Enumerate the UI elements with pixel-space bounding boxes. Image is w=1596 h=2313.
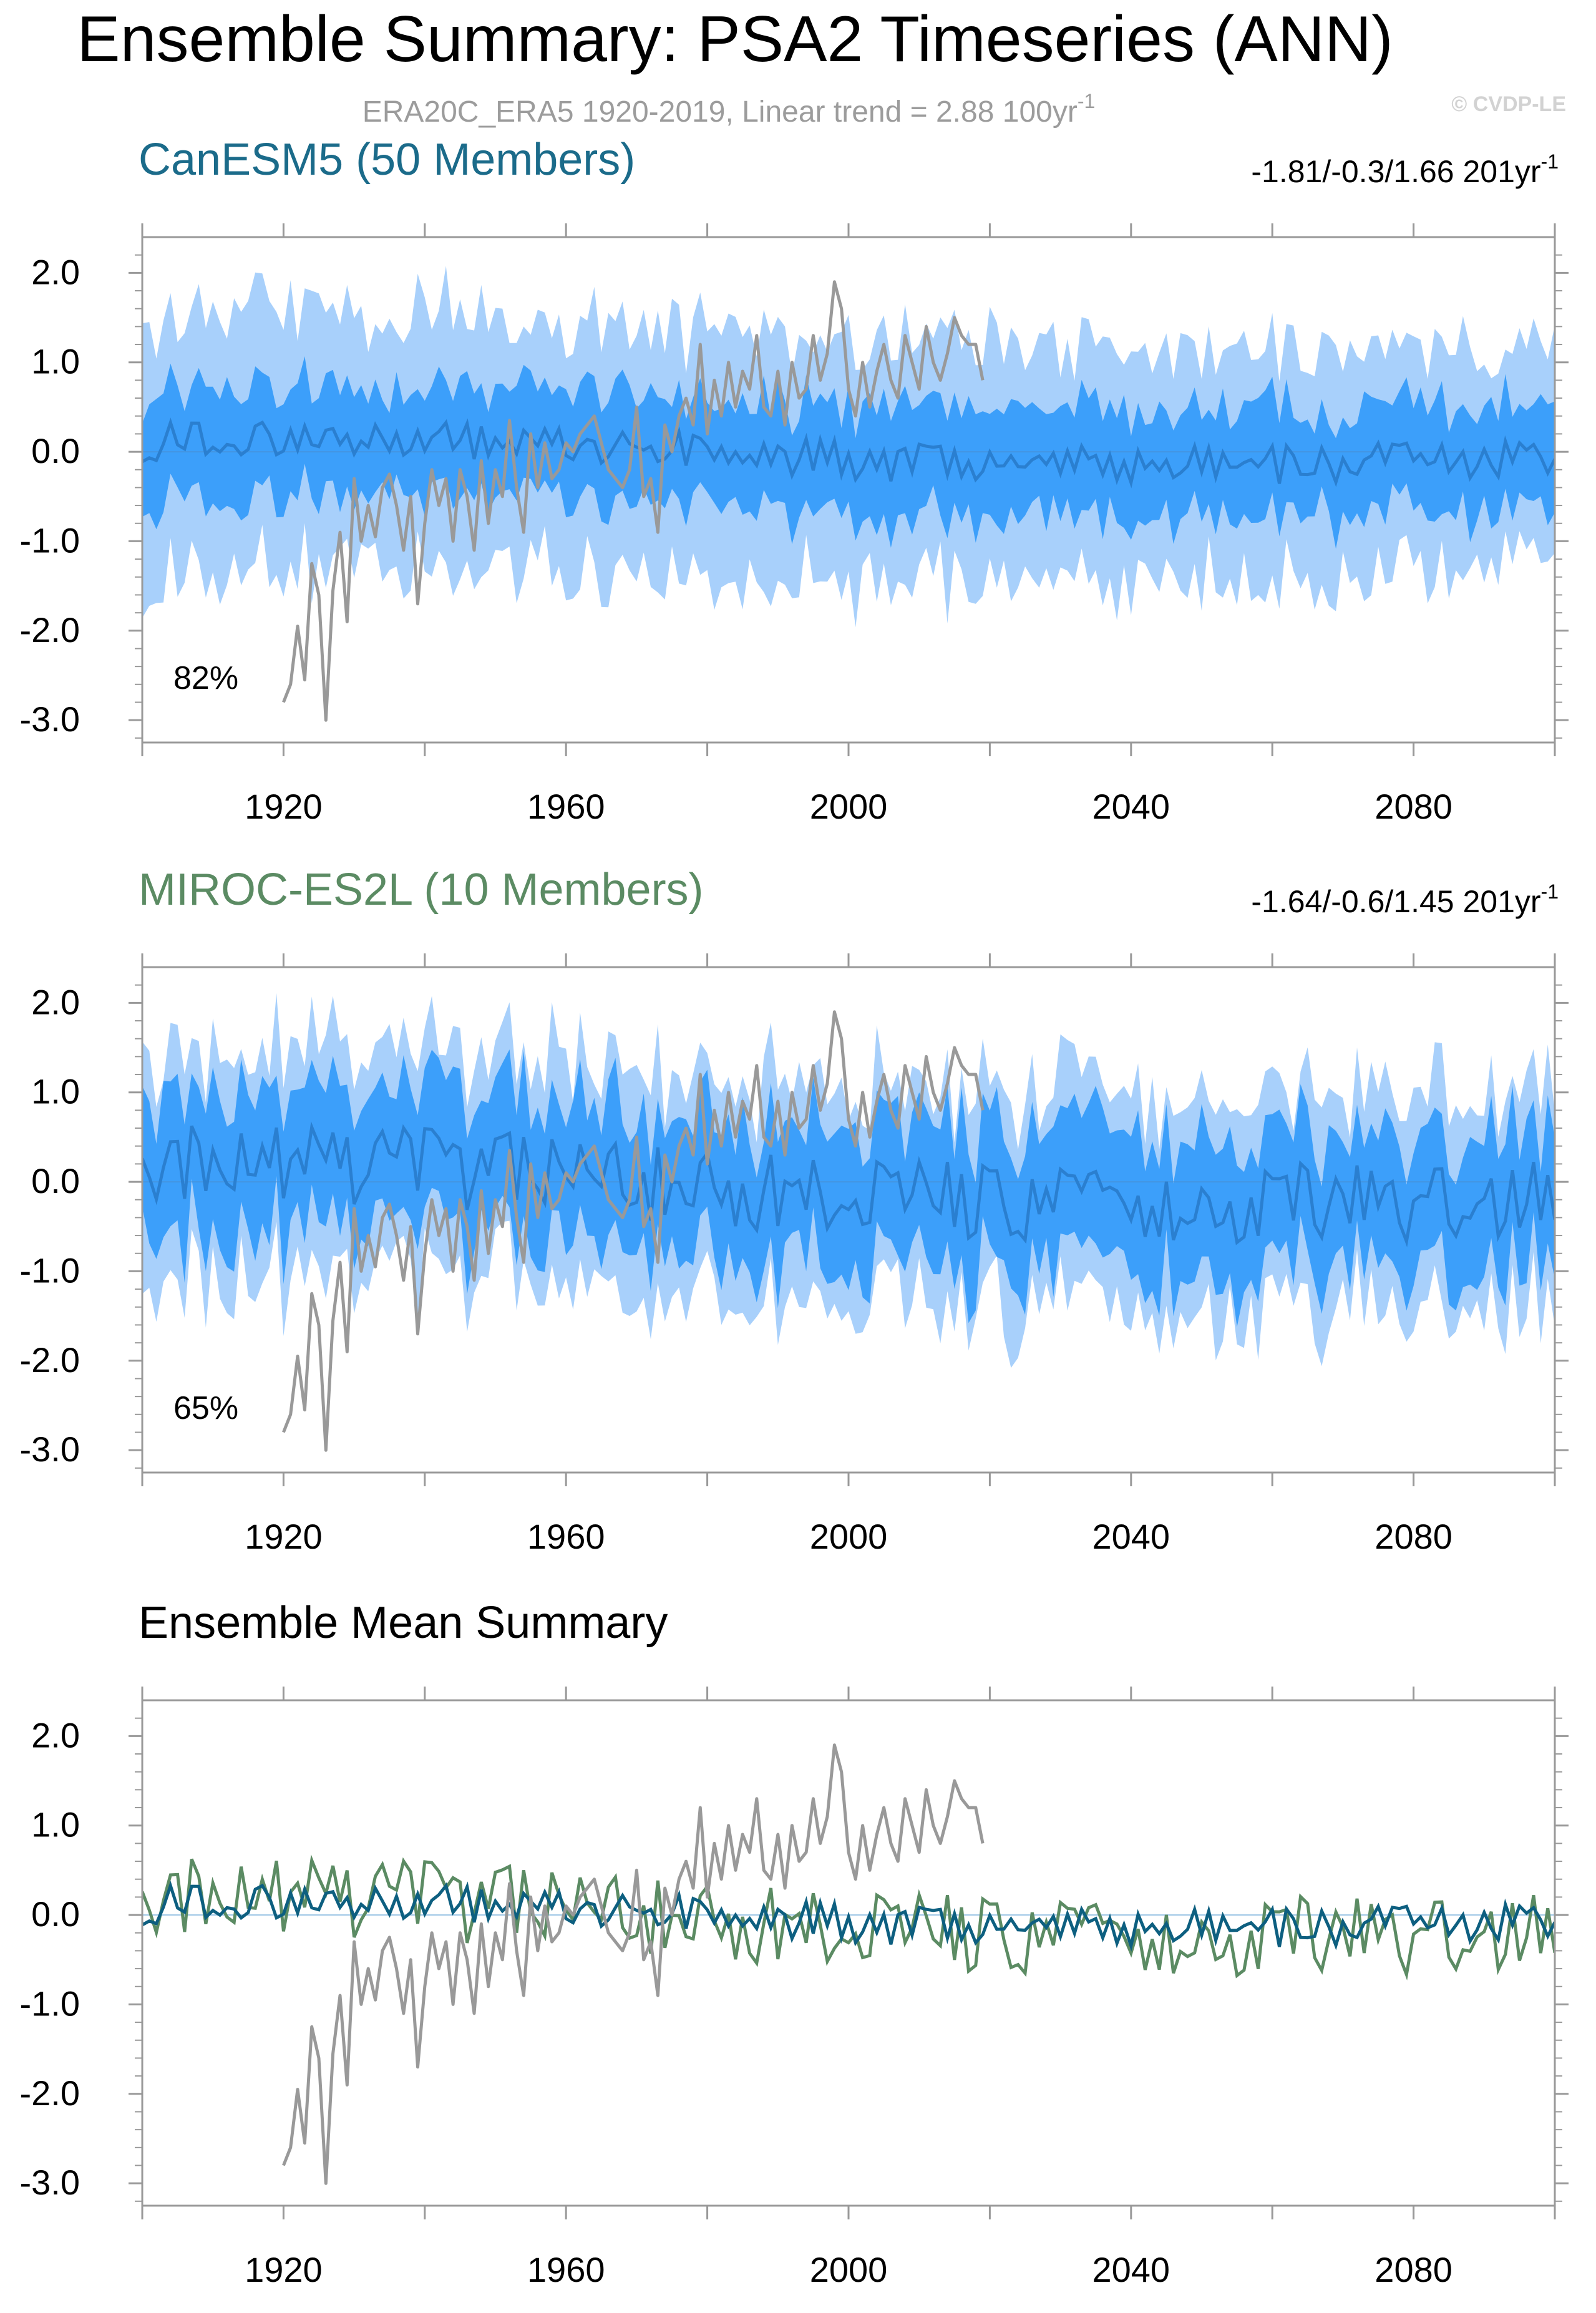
x-tick-label: 2080 [1375, 787, 1452, 826]
figure-title: Ensemble Summary: PSA2 Timeseries (ANN) [77, 3, 1393, 75]
x-tick-label: 2000 [810, 787, 888, 826]
panel-title: Ensemble Mean Summary [139, 1598, 668, 1648]
y-tick-label: 0.0 [31, 1161, 80, 1200]
panel-title: CanESM5 (50 Members) [139, 135, 635, 185]
x-tick-label: 2080 [1375, 1517, 1452, 1556]
ensemble-mean-line [142, 1121, 1555, 1248]
plot-area [142, 993, 1555, 1452]
y-tick-label: -3.0 [20, 2163, 80, 2202]
y-tick-label: 2.0 [31, 252, 80, 291]
panel-ensemble-mean: Ensemble Mean Summary 2.0 1.0 0.0 -1.0 -2.0 -3… [20, 1598, 1569, 2289]
trend-sup: -1 [1541, 880, 1559, 903]
subtitle-sup: -1 [1078, 90, 1095, 112]
x-tick-label: 1960 [527, 1517, 605, 1556]
figure-subtitle: ERA20C_ERA5 1920-2019, Linear trend = 2.… [363, 90, 1096, 129]
trend-label: -1.64/-0.6/1.45 201yr-1 [1251, 880, 1559, 919]
y-tick-label: -2.0 [20, 610, 80, 650]
y-tick-label: -1.0 [20, 1250, 80, 1290]
x-tick-label: 2000 [810, 2250, 888, 2289]
y-tick-label: 2.0 [31, 982, 80, 1021]
x-tick-label: 2040 [1092, 2250, 1170, 2289]
x-tick-label: 1960 [527, 2250, 605, 2289]
subtitle-main: ERA20C_ERA5 1920-2019, Linear trend = 2.… [363, 95, 1078, 129]
x-tick-label: 1920 [245, 1517, 323, 1556]
watermark: © CVDP-LE [1451, 92, 1566, 116]
trend-text: -1.81/-0.3/1.66 201yr [1251, 154, 1540, 189]
y-tick-label: 0.0 [31, 1894, 80, 1934]
x-tick-label: 2000 [810, 1517, 888, 1556]
y-tick-label: 1.0 [31, 1805, 80, 1844]
panel-miroc-es2l: MIROC-ES2L (10 Members) -1.64/-0.6/1.45 2… [20, 865, 1569, 1556]
plot-area [142, 1743, 1555, 2185]
x-tick-label: 1960 [527, 787, 605, 826]
trend-sup: -1 [1541, 150, 1559, 173]
ensemble-mean-line [142, 417, 1555, 489]
percent-label: 82% [173, 660, 238, 696]
panel-canesm5: CanESM5 (50 Members) -1.81/-0.3/1.66 201y… [20, 135, 1569, 826]
y-tick-label: 1.0 [31, 342, 80, 381]
y-tick-label: -1.0 [20, 1984, 80, 2023]
observations-line [282, 1743, 985, 2185]
y-tick-label: 2.0 [31, 1715, 80, 1755]
x-tick-label: 1920 [245, 787, 323, 826]
trend-label: -1.81/-0.3/1.66 201yr-1 [1251, 150, 1559, 189]
y-tick-label: -2.0 [20, 2073, 80, 2113]
y-tick-label: -2.0 [20, 1340, 80, 1380]
y-tick-label: -3.0 [20, 699, 80, 739]
x-tick-label: 2040 [1092, 1517, 1170, 1556]
observations-line [282, 1010, 985, 1452]
x-tick-label: 2080 [1375, 2250, 1452, 2289]
plot-area [142, 266, 1555, 722]
observations-line [282, 280, 985, 722]
percent-label: 65% [173, 1390, 238, 1426]
trend-text: -1.64/-0.6/1.45 201yr [1251, 884, 1540, 919]
miroc-mean-line [142, 1854, 1555, 1981]
y-tick-label: -1.0 [20, 520, 80, 560]
x-tick-label: 2040 [1092, 787, 1170, 826]
spread-inner-band [142, 1049, 1555, 1327]
x-tick-label: 1920 [245, 2250, 323, 2289]
panel-title: MIROC-ES2L (10 Members) [139, 865, 704, 915]
y-tick-label: -3.0 [20, 1429, 80, 1469]
y-tick-label: 1.0 [31, 1072, 80, 1111]
y-tick-label: 0.0 [31, 431, 80, 470]
canesm-mean-line [142, 1881, 1555, 1952]
